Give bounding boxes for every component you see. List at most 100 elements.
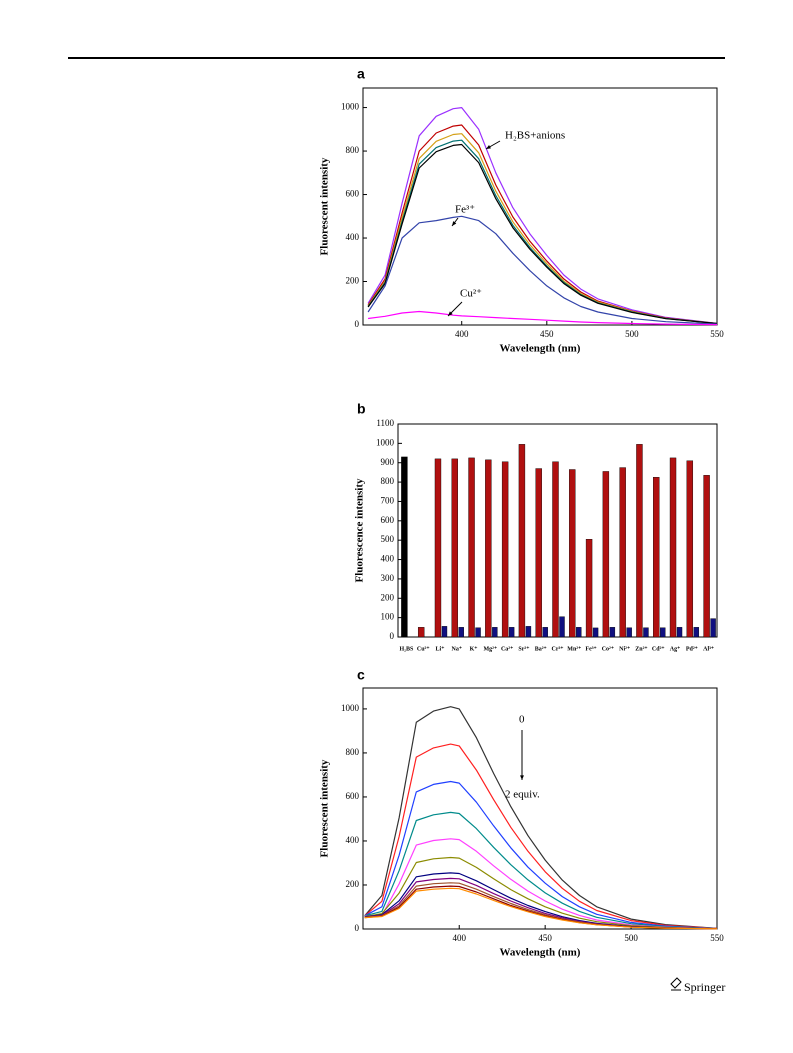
- bar: [576, 627, 582, 638]
- y-tick-label: 700: [381, 496, 395, 506]
- spectrum-line: [364, 780, 718, 930]
- bar: [535, 468, 542, 638]
- x-tick-label: Li⁺: [436, 645, 445, 652]
- bar: [569, 469, 576, 638]
- bar: [542, 627, 548, 638]
- bar: [525, 626, 532, 638]
- y-tick-label: 200: [346, 276, 360, 286]
- y-tick-label: 600: [346, 189, 360, 199]
- bar: [710, 618, 716, 638]
- y-tick-label: 800: [346, 145, 360, 155]
- x-tick-label: 450: [540, 329, 554, 339]
- spectrum-line: [367, 143, 718, 325]
- x-tick-label: Na⁺: [452, 645, 463, 652]
- bar: [669, 457, 677, 638]
- x-tick-label: 500: [624, 933, 638, 943]
- y-tick-label: 100: [381, 612, 395, 622]
- spectrum-line: [367, 215, 718, 325]
- publisher: Springer: [684, 980, 725, 994]
- panel-label: c: [357, 667, 365, 683]
- arrow-head: [520, 775, 524, 780]
- annotation: Cu²⁺: [460, 288, 482, 300]
- bar: [643, 627, 649, 638]
- spectrum-line: [364, 706, 718, 929]
- bar: [552, 461, 559, 638]
- x-tick-label: Pd²⁺: [686, 645, 698, 652]
- annotation: 2 equiv.: [505, 789, 540, 801]
- y-tick-label: 400: [346, 835, 360, 845]
- x-tick-label: 450: [538, 933, 552, 943]
- y-tick-label: 400: [346, 232, 360, 242]
- spectrum-line: [364, 743, 718, 929]
- bar: [693, 627, 700, 638]
- y-tick-label: 400: [381, 554, 395, 564]
- spectrum-line: [364, 887, 718, 930]
- y-tick-label: 900: [381, 457, 395, 467]
- x-tick-label: K⁺: [470, 645, 478, 652]
- bar: [559, 616, 565, 638]
- arrow-head: [448, 311, 453, 316]
- y-tick-label: 0: [355, 923, 360, 933]
- bar: [703, 475, 710, 638]
- springer-logo: [670, 977, 682, 991]
- bar: [401, 456, 408, 638]
- y-tick-label: 0: [390, 631, 395, 641]
- x-tick-label: 550: [710, 933, 724, 943]
- x-tick-label: 550: [710, 329, 724, 339]
- bar: [602, 471, 610, 638]
- x-tick-label: 500: [625, 329, 639, 339]
- bar: [501, 461, 509, 638]
- x-tick-label: Ni²⁺: [619, 645, 630, 652]
- y-tick-label: 1000: [376, 437, 395, 447]
- x-tick-label: Mg²⁺: [484, 645, 498, 652]
- bar: [475, 627, 481, 638]
- bar: [492, 627, 498, 638]
- spectrum-line: [364, 811, 718, 930]
- y-tick-label: 1100: [376, 418, 394, 428]
- annotation: H₂BS+anions: [505, 130, 565, 142]
- bar: [626, 627, 632, 638]
- panel-label: b: [357, 401, 366, 417]
- bar: [686, 460, 694, 638]
- y-tick-label: 600: [381, 515, 395, 525]
- spectrum-line: [368, 310, 718, 326]
- bar: [417, 627, 425, 638]
- y-tick-label: 200: [381, 592, 395, 602]
- bar: [592, 627, 599, 638]
- plot-frame: [362, 687, 718, 930]
- x-axis-label: Wavelength (nm): [500, 343, 581, 355]
- y-tick-label: 1000: [341, 703, 360, 713]
- bar: [676, 627, 683, 638]
- arrow-head: [452, 221, 457, 226]
- bar: [441, 626, 448, 638]
- bar: [434, 458, 442, 638]
- x-tick-label: Zn²⁺: [635, 645, 647, 652]
- spectrum-line: [364, 885, 718, 930]
- x-tick-label: Sr²⁺: [518, 645, 529, 652]
- spectrum-line: [367, 124, 718, 325]
- annotation: Fe³⁺: [455, 204, 475, 216]
- bar: [508, 627, 515, 638]
- y-tick-label: 1000: [341, 102, 360, 112]
- spectrum-line: [364, 838, 718, 930]
- y-tick-label: 300: [381, 573, 395, 583]
- bar: [636, 444, 643, 638]
- spectrum-line: [367, 133, 718, 325]
- y-axis-label: Fluorescent intensity: [319, 157, 331, 255]
- x-tick-label: Al³⁺: [703, 645, 714, 652]
- x-tick-label: Cd²⁺: [652, 645, 665, 652]
- x-tick-label: Ba²⁺: [535, 645, 547, 652]
- x-tick-label: Co²⁺: [602, 645, 614, 652]
- x-tick-label: 400: [455, 329, 469, 339]
- x-axis-label: Wavelength (nm): [500, 947, 581, 959]
- x-tick-label: 400: [452, 933, 466, 943]
- x-tick-label: Fe³⁺: [585, 645, 596, 652]
- bar: [660, 627, 666, 638]
- y-axis-label: Fluorescence intensity: [354, 478, 366, 582]
- x-tick-label: Ca²⁺: [501, 645, 513, 652]
- y-tick-label: 0: [355, 319, 360, 329]
- bar: [609, 627, 616, 638]
- bar: [451, 458, 458, 638]
- annotation: 0: [519, 714, 525, 726]
